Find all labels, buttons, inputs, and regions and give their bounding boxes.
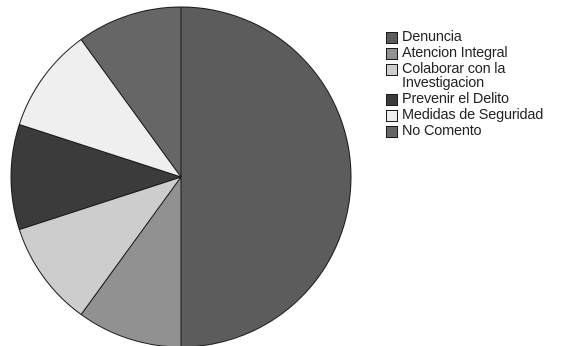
- legend-item-2: Atencion Integral: [386, 46, 586, 60]
- pie-slice-6: [80, 6, 182, 178]
- pie-slice-2: [80, 176, 182, 346]
- pie-slice-3: [18, 176, 182, 316]
- pie-plot-area: [10, 6, 352, 346]
- legend-label: No Comento: [402, 123, 482, 139]
- pie-slice-5: [18, 38, 182, 178]
- legend-label: Medidas de Seguridad: [402, 107, 544, 123]
- legend-label: Denuncia: [402, 29, 462, 45]
- pie-slice-1: [180, 6, 352, 346]
- legend-swatch: [386, 48, 398, 60]
- pie-slice-4: [10, 123, 182, 231]
- legend-swatch: [386, 126, 398, 138]
- legend-label: Colaborar con la Investigacion: [402, 61, 506, 91]
- legend-swatch: [386, 32, 398, 44]
- legend-swatch: [386, 110, 398, 122]
- legend-swatch: [386, 64, 398, 76]
- legend-item-4: Prevenir el Delito: [386, 92, 586, 106]
- legend-swatch: [386, 94, 398, 106]
- chart-legend: Denuncia Atencion Integral Colaborar con l…: [386, 30, 586, 140]
- legend-item-1: Denuncia: [386, 30, 586, 44]
- legend-item-3: Colaborar con la Investigacion: [386, 62, 586, 90]
- legend-item-5: Medidas de Seguridad: [386, 108, 586, 122]
- legend-label: Prevenir el Delito: [402, 91, 509, 107]
- legend-label: Atencion Integral: [402, 45, 508, 61]
- legend-item-6: No Comento: [386, 124, 586, 138]
